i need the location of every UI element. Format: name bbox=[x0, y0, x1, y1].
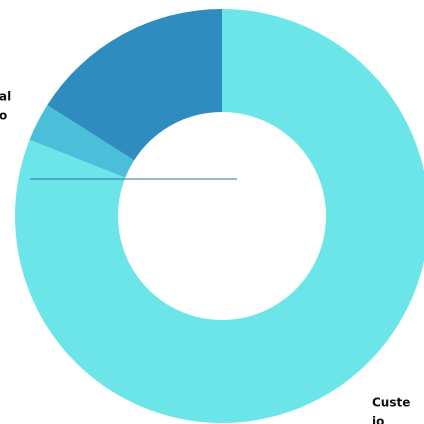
slice-label: io bbox=[372, 415, 384, 424]
slice bbox=[15, 9, 424, 423]
slice-label: Custe bbox=[372, 396, 410, 410]
slices bbox=[15, 9, 424, 423]
slice-label: o bbox=[0, 109, 7, 123]
slice bbox=[29, 105, 135, 178]
slice-label: al bbox=[0, 90, 11, 104]
slice bbox=[47, 9, 222, 161]
